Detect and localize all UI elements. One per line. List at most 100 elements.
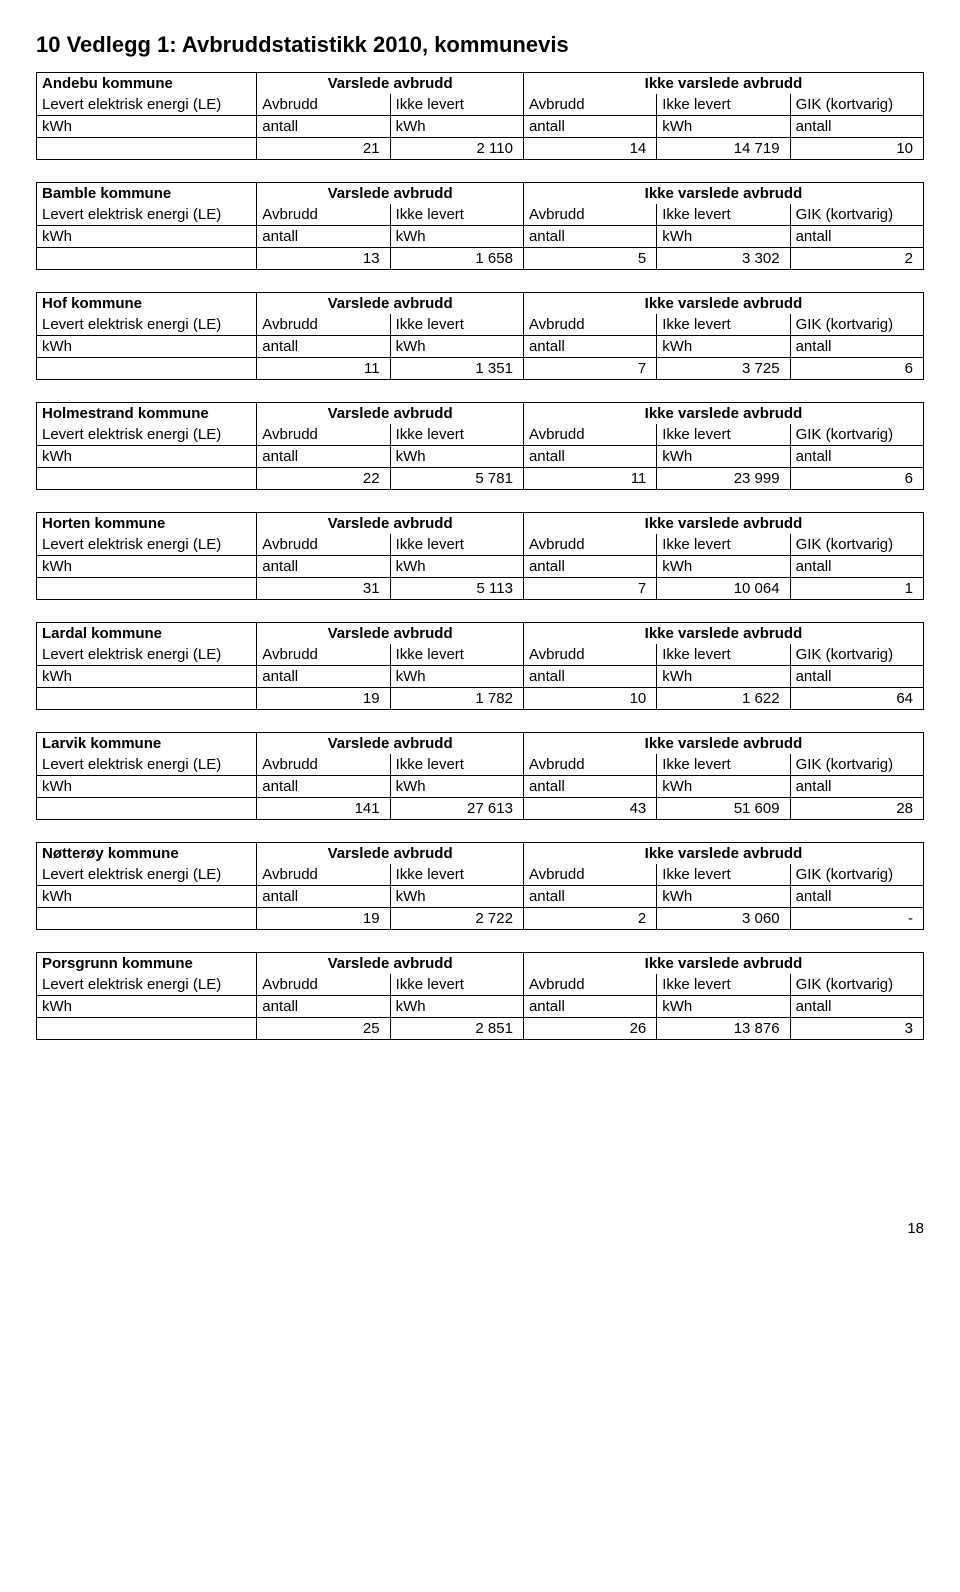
unit-antall: antall	[790, 116, 923, 138]
label-gik: GIK (kortvarig)	[790, 94, 923, 116]
kommune-name: Porsgrunn kommune	[37, 953, 257, 975]
stat-table: Bamble kommuneVarslede avbruddIkke varsl…	[36, 182, 924, 270]
kommune-name: Nøtterøy kommune	[37, 843, 257, 865]
label-ikke-levert: Ikke levert	[390, 204, 523, 226]
label-ikke-levert: Ikke levert	[390, 754, 523, 776]
unit-kwh: kWh	[390, 226, 523, 248]
stat-table: Hof kommuneVarslede avbruddIkke varslede…	[36, 292, 924, 380]
kommune-name: Larvik kommune	[37, 733, 257, 755]
label-le: Levert elektrisk energi (LE)	[37, 754, 257, 776]
label-ikke-levert: Ikke levert	[657, 974, 790, 996]
unit-antall: antall	[257, 776, 390, 798]
data-iv-n: 43	[523, 798, 656, 820]
stat-table: Larvik kommuneVarslede avbruddIkke varsl…	[36, 732, 924, 820]
label-ikke-levert: Ikke levert	[657, 94, 790, 116]
label-gik: GIK (kortvarig)	[790, 534, 923, 556]
label-gik: GIK (kortvarig)	[790, 644, 923, 666]
unit-antall: antall	[257, 336, 390, 358]
data-v-kwh: 2 851	[390, 1018, 523, 1040]
page-number: 18	[36, 1220, 924, 1237]
data-v-kwh: 1 351	[390, 358, 523, 380]
unit-antall: antall	[790, 666, 923, 688]
group-varslede: Varslede avbrudd	[257, 183, 524, 205]
data-v-n: 21	[257, 138, 390, 160]
data-le	[37, 688, 257, 710]
group-ikke-varslede: Ikke varslede avbrudd	[523, 953, 923, 975]
label-le: Levert elektrisk energi (LE)	[37, 644, 257, 666]
unit-kwh: kWh	[390, 776, 523, 798]
kommune-name: Horten kommune	[37, 513, 257, 535]
label-ikke-levert: Ikke levert	[657, 314, 790, 336]
unit-kwh: kWh	[657, 336, 790, 358]
unit-kwh: kWh	[390, 996, 523, 1018]
unit-antall: antall	[523, 886, 656, 908]
label-avbrudd: Avbrudd	[523, 314, 656, 336]
label-ikke-levert: Ikke levert	[657, 424, 790, 446]
unit-antall: antall	[523, 446, 656, 468]
unit-kwh: kWh	[390, 886, 523, 908]
data-gik: 1	[790, 578, 923, 600]
unit-kwh: kWh	[657, 446, 790, 468]
label-le: Levert elektrisk energi (LE)	[37, 974, 257, 996]
unit-antall: antall	[523, 666, 656, 688]
unit-kwh: kWh	[390, 116, 523, 138]
label-avbrudd: Avbrudd	[257, 974, 390, 996]
label-avbrudd: Avbrudd	[523, 204, 656, 226]
data-iv-kwh: 3 302	[657, 248, 790, 270]
group-varslede: Varslede avbrudd	[257, 953, 524, 975]
label-ikke-levert: Ikke levert	[657, 754, 790, 776]
group-ikke-varslede: Ikke varslede avbrudd	[523, 623, 923, 645]
label-le: Levert elektrisk energi (LE)	[37, 864, 257, 886]
unit-kwh: kWh	[37, 886, 257, 908]
group-ikke-varslede: Ikke varslede avbrudd	[523, 843, 923, 865]
data-le	[37, 1018, 257, 1040]
data-iv-kwh: 51 609	[657, 798, 790, 820]
label-ikke-levert: Ikke levert	[390, 94, 523, 116]
unit-antall: antall	[523, 336, 656, 358]
unit-kwh: kWh	[657, 886, 790, 908]
unit-kwh: kWh	[37, 446, 257, 468]
unit-antall: antall	[790, 446, 923, 468]
label-ikke-levert: Ikke levert	[390, 534, 523, 556]
group-varslede: Varslede avbrudd	[257, 733, 524, 755]
page-title: 10 Vedlegg 1: Avbruddstatistikk 2010, ko…	[36, 32, 924, 58]
data-v-kwh: 27 613	[390, 798, 523, 820]
unit-kwh: kWh	[37, 556, 257, 578]
data-gik: 6	[790, 358, 923, 380]
label-gik: GIK (kortvarig)	[790, 314, 923, 336]
group-ikke-varslede: Ikke varslede avbrudd	[523, 733, 923, 755]
label-ikke-levert: Ikke levert	[390, 864, 523, 886]
unit-antall: antall	[523, 996, 656, 1018]
data-v-kwh: 2 110	[390, 138, 523, 160]
unit-kwh: kWh	[37, 226, 257, 248]
kommune-name: Lardal kommune	[37, 623, 257, 645]
label-le: Levert elektrisk energi (LE)	[37, 534, 257, 556]
label-avbrudd: Avbrudd	[523, 974, 656, 996]
data-v-n: 25	[257, 1018, 390, 1040]
data-v-kwh: 5 113	[390, 578, 523, 600]
group-varslede: Varslede avbrudd	[257, 403, 524, 425]
unit-kwh: kWh	[657, 996, 790, 1018]
unit-kwh: kWh	[37, 776, 257, 798]
data-iv-n: 2	[523, 908, 656, 930]
label-avbrudd: Avbrudd	[257, 204, 390, 226]
data-v-kwh: 1 782	[390, 688, 523, 710]
kommune-name: Andebu kommune	[37, 73, 257, 95]
data-v-n: 31	[257, 578, 390, 600]
data-v-n: 11	[257, 358, 390, 380]
label-gik: GIK (kortvarig)	[790, 754, 923, 776]
kommune-name: Bamble kommune	[37, 183, 257, 205]
data-v-kwh: 5 781	[390, 468, 523, 490]
unit-kwh: kWh	[37, 666, 257, 688]
label-ikke-levert: Ikke levert	[390, 314, 523, 336]
group-varslede: Varslede avbrudd	[257, 73, 524, 95]
label-avbrudd: Avbrudd	[257, 644, 390, 666]
group-varslede: Varslede avbrudd	[257, 623, 524, 645]
data-iv-kwh: 14 719	[657, 138, 790, 160]
data-gik: 3	[790, 1018, 923, 1040]
label-avbrudd: Avbrudd	[257, 94, 390, 116]
label-avbrudd: Avbrudd	[523, 94, 656, 116]
data-iv-n: 7	[523, 578, 656, 600]
label-gik: GIK (kortvarig)	[790, 864, 923, 886]
unit-antall: antall	[523, 226, 656, 248]
